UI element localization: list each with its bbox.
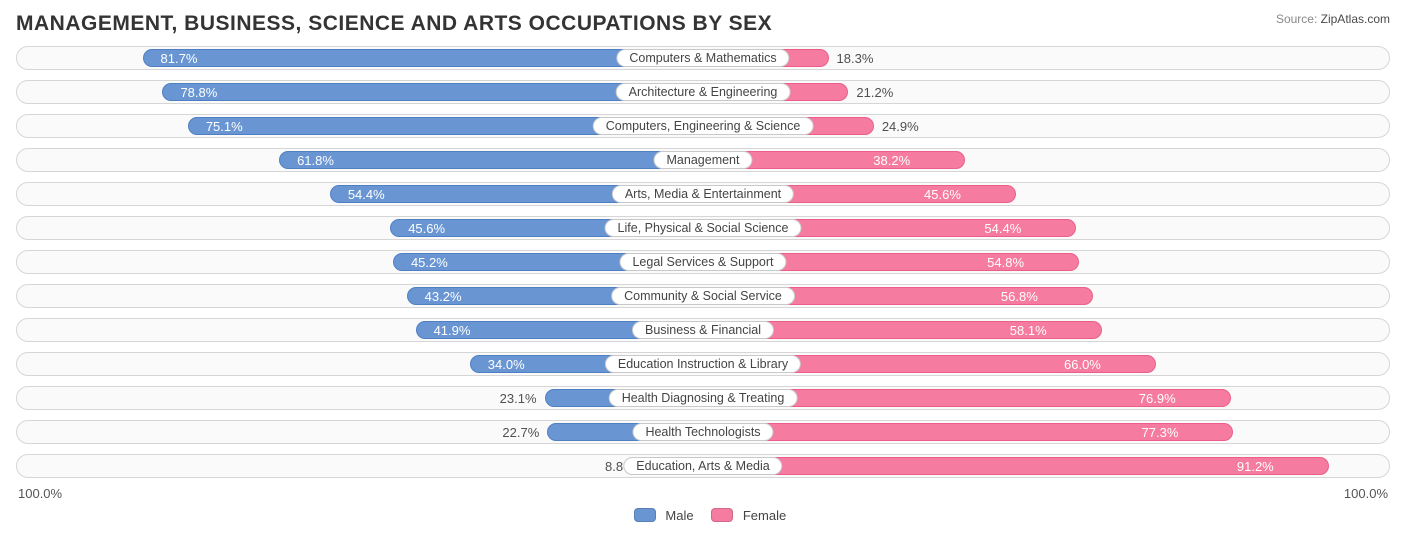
chart-row: 61.8% 38.2% Management	[16, 148, 1390, 172]
male-pct: 43.2%	[425, 285, 462, 308]
female-pct: 91.2%	[1237, 455, 1274, 478]
chart-row: 23.1% 76.9% Health Diagnosing & Treating	[16, 386, 1390, 410]
male-pct: 45.2%	[411, 251, 448, 274]
category-label: Community & Social Service	[611, 287, 795, 305]
male-bar	[279, 151, 703, 169]
chart-source: Source: ZipAtlas.com	[1276, 12, 1390, 26]
female-pct: 54.8%	[987, 251, 1024, 274]
male-pct: 78.8%	[180, 81, 217, 104]
female-pct: 66.0%	[1064, 353, 1101, 376]
chart-row: 78.8% 21.2% Architecture & Engineering	[16, 80, 1390, 104]
female-pct: 24.9%	[882, 115, 919, 138]
chart-row: 45.6% 54.4% Life, Physical & Social Scienc…	[16, 216, 1390, 240]
female-pct: 21.2%	[856, 81, 893, 104]
male-pct: 45.6%	[408, 217, 445, 240]
male-pct: 81.7%	[161, 47, 198, 70]
category-label: Computers & Mathematics	[616, 49, 789, 67]
axis-right-label: 100.0%	[1344, 486, 1388, 501]
category-label: Legal Services & Support	[619, 253, 786, 271]
source-brand: ZipAtlas.com	[1321, 12, 1390, 26]
category-label: Arts, Media & Entertainment	[612, 185, 794, 203]
category-label: Education, Arts & Media	[623, 457, 782, 475]
category-label: Business & Financial	[632, 321, 774, 339]
category-label: Health Technologists	[632, 423, 773, 441]
male-pct: 61.8%	[297, 149, 334, 172]
category-label: Computers, Engineering & Science	[593, 117, 814, 135]
category-label: Life, Physical & Social Science	[605, 219, 802, 237]
female-pct: 18.3%	[837, 47, 874, 70]
chart-title: MANAGEMENT, BUSINESS, SCIENCE AND ARTS O…	[16, 12, 772, 36]
chart-row: 43.2% 56.8% Community & Social Service	[16, 284, 1390, 308]
male-pct: 75.1%	[206, 115, 243, 138]
chart-row: 22.7% 77.3% Health Technologists	[16, 420, 1390, 444]
female-pct: 45.6%	[924, 183, 961, 206]
category-label: Architecture & Engineering	[616, 83, 791, 101]
category-label: Health Diagnosing & Treating	[609, 389, 798, 407]
chart-row: 8.8%91.2%Education, Arts & Media	[16, 454, 1390, 478]
legend: Male Female	[16, 508, 1390, 523]
chart-rows: 81.7% 18.3% Computers & Mathematics 78.8% 21…	[16, 46, 1390, 478]
female-pct: 54.4%	[984, 217, 1021, 240]
female-pct: 77.3%	[1142, 421, 1179, 444]
female-pct: 76.9%	[1139, 387, 1176, 410]
female-pct: 38.2%	[873, 149, 910, 172]
legend-label-male: Male	[665, 508, 693, 523]
chart-row: 41.9% 58.1% Business & Financial	[16, 318, 1390, 342]
chart-header: MANAGEMENT, BUSINESS, SCIENCE AND ARTS O…	[16, 12, 1390, 36]
female-pct: 58.1%	[1010, 319, 1047, 342]
legend-swatch-female	[711, 508, 733, 522]
chart-row: 75.1% 24.9% Computers, Engineering & Scien…	[16, 114, 1390, 138]
category-label: Education Instruction & Library	[605, 355, 801, 373]
male-pct: 23.1%	[500, 387, 537, 410]
female-pct: 56.8%	[1001, 285, 1038, 308]
source-label: Source:	[1276, 12, 1317, 26]
legend-label-female: Female	[743, 508, 786, 523]
legend-swatch-male	[634, 508, 656, 522]
axis-left-label: 100.0%	[18, 486, 62, 501]
male-pct: 41.9%	[434, 319, 471, 342]
category-label: Management	[654, 151, 753, 169]
chart-row: 81.7% 18.3% Computers & Mathematics	[16, 46, 1390, 70]
x-axis: 100.0% 100.0%	[16, 486, 1390, 504]
male-pct: 54.4%	[348, 183, 385, 206]
male-pct: 22.7%	[502, 421, 539, 444]
chart-row: 45.2% 54.8% Legal Services & Support	[16, 250, 1390, 274]
female-bar	[703, 457, 1329, 475]
chart-row: 34.0% 66.0% Education Instruction & Librar…	[16, 352, 1390, 376]
chart-row: 54.4% 45.6% Arts, Media & Entertainment	[16, 182, 1390, 206]
male-pct: 34.0%	[488, 353, 525, 376]
